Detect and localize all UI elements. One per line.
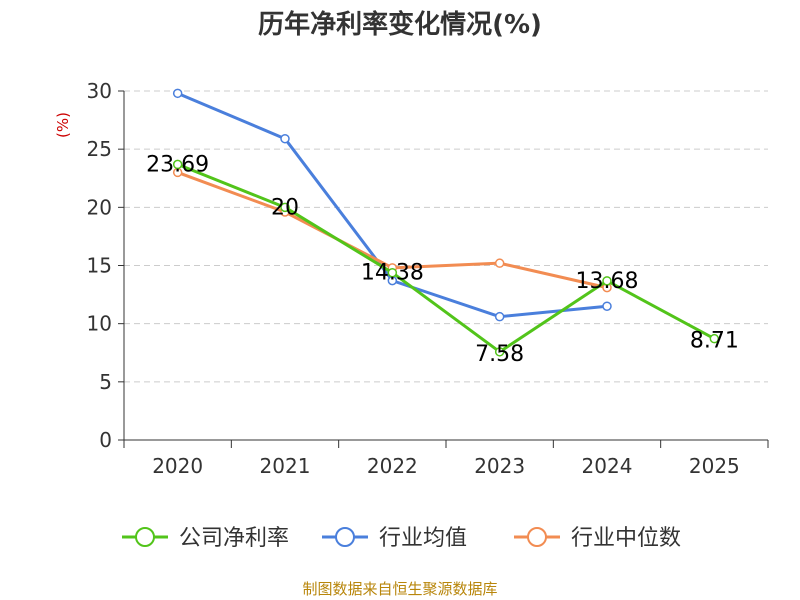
data-point-公司净利率-2022 — [387, 267, 398, 278]
y-axis-label: (%) — [54, 112, 72, 138]
legend-label: 行业均值 — [379, 526, 467, 551]
data-label-2022: 14.38 — [361, 261, 424, 286]
legend-marker — [527, 527, 547, 547]
x-tick-label-2022: 2022 — [367, 454, 418, 478]
data-point-公司净利率-2021 — [280, 202, 290, 213]
data-point-公司净利率-2020 — [172, 159, 183, 170]
data-point-公司净利率-2023 — [494, 347, 505, 357]
legend-item-行业中位数: 行业中位数 — [514, 526, 681, 551]
data-label-2020: 23.69 — [146, 152, 209, 177]
x-tick-label-2023: 2023 — [474, 454, 525, 478]
x-tick-label-2024: 2024 — [582, 454, 633, 478]
legend-label: 公司净利率 — [179, 526, 289, 551]
legend-label: 行业中位数 — [571, 526, 681, 551]
y-tick-label: 25 — [87, 137, 112, 161]
legend-marker — [135, 527, 155, 547]
y-tick-label: 15 — [87, 254, 112, 278]
data-point-公司净利率-2024 — [602, 276, 612, 286]
x-tick-label-2021: 2021 — [260, 454, 311, 478]
legend-marker — [335, 527, 355, 547]
x-tick-label-2025: 2025 — [689, 454, 740, 478]
data-label-2021: 20 — [271, 195, 299, 220]
y-tick-label: 20 — [87, 195, 112, 219]
y-tick-label: 5 — [99, 370, 112, 394]
y-tick-label: 10 — [87, 312, 112, 336]
data-point-公司净利率-2025 — [709, 333, 720, 344]
data-point-行业均值-2021 — [280, 133, 290, 144]
data-point-行业均值-2023 — [494, 311, 505, 322]
data-source-note: 制图数据来自恒生聚源数据库 — [302, 580, 498, 598]
legend-item-行业均值: 行业均值 — [322, 526, 467, 551]
x-tick-label-2020: 2020 — [152, 454, 203, 478]
data-label-2023: 7.58 — [475, 342, 524, 367]
y-tick-label: 0 — [99, 428, 112, 452]
data-point-行业均值-2024 — [602, 301, 612, 311]
y-tick-label: 30 — [87, 79, 112, 103]
legend-item-公司净利率: 公司净利率 — [122, 526, 289, 551]
chart-title: 历年净利率变化情况(%) — [258, 10, 542, 40]
data-label-2024: 13.68 — [576, 269, 639, 294]
data-label-2025: 8.71 — [690, 329, 739, 354]
series-line-公司净利率 — [177, 163, 716, 354]
data-point-行业均值-2020 — [172, 88, 183, 99]
data-point-行业中位数-2023 — [494, 258, 505, 268]
